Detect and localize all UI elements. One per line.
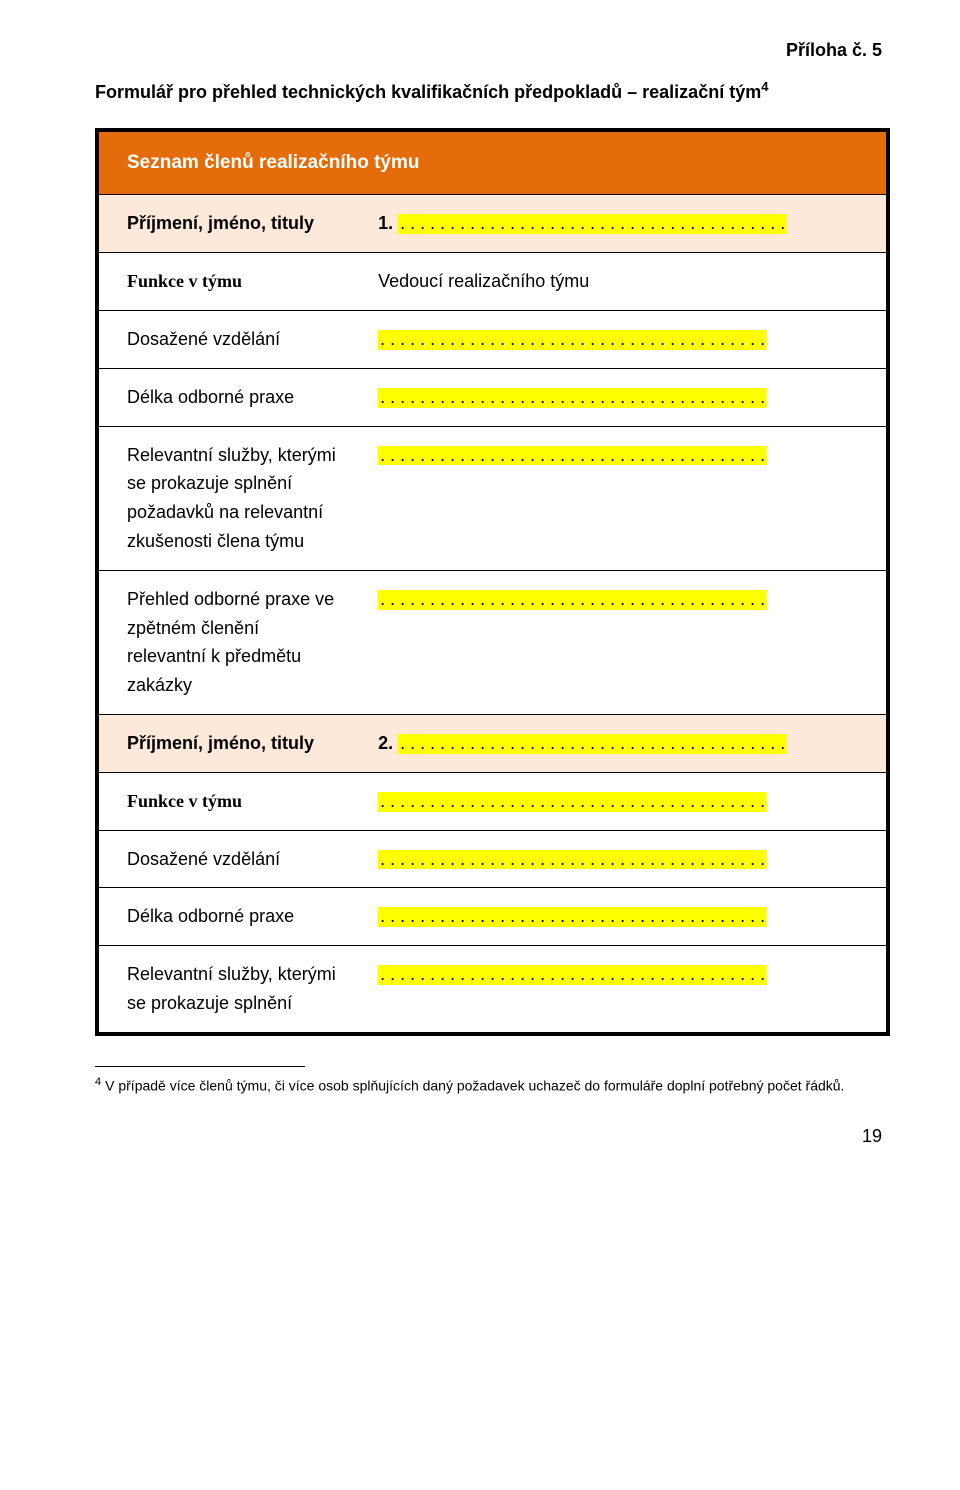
label-name-2: Příjmení, jméno, tituly [97, 714, 350, 772]
second-num: 2. [378, 733, 393, 753]
value-practice-overview-1: . . . . . . . . . . . . . . . . . . . . … [350, 570, 888, 714]
dots-practice-overview-1: . . . . . . . . . . . . . . . . . . . . … [378, 590, 767, 610]
dots-practice-len-2: . . . . . . . . . . . . . . . . . . . . … [378, 907, 767, 927]
form-title-sup: 4 [761, 79, 768, 94]
label-relevant-services-1: Relevantní služby, kterými se prokazuje … [97, 426, 350, 570]
dots-education-1: . . . . . . . . . . . . . . . . . . . . … [378, 330, 767, 350]
label-practice-overview-1: Přehled odborné praxe ve zpětném členění… [97, 570, 350, 714]
dots-relevant-services-2: . . . . . . . . . . . . . . . . . . . . … [378, 965, 767, 985]
dots-name-1: . . . . . . . . . . . . . . . . . . . . … [398, 214, 787, 234]
footnote-separator [95, 1066, 305, 1067]
value-relevant-services-2: . . . . . . . . . . . . . . . . . . . . … [350, 946, 888, 1034]
value-role-2: . . . . . . . . . . . . . . . . . . . . … [350, 772, 888, 830]
dots-relevant-services-1: . . . . . . . . . . . . . . . . . . . . … [378, 446, 767, 466]
table-header: Seznam členů realizačního týmu [97, 130, 888, 195]
lead-num: 1. [378, 213, 393, 233]
qualification-table: Seznam členů realizačního týmu Příjmení,… [95, 128, 890, 1036]
footnote: 4 V případě více členů týmu, či více osob… [95, 1073, 890, 1098]
footnote-text: V případě více členů týmu, či více osob … [105, 1077, 844, 1093]
footnote-num: 4 [95, 1076, 101, 1088]
dots-education-2: . . . . . . . . . . . . . . . . . . . . … [378, 850, 767, 870]
label-name-1: Příjmení, jméno, tituly [97, 195, 350, 253]
form-title-text: Formulář pro přehled technických kvalifi… [95, 82, 761, 102]
value-name-1: 1. . . . . . . . . . . . . . . . . . . .… [350, 195, 888, 253]
attachment-label: Příloha č. 5 [95, 40, 890, 61]
value-name-2: 2. . . . . . . . . . . . . . . . . . . .… [350, 714, 888, 772]
form-title: Formulář pro přehled technických kvalifi… [95, 79, 890, 103]
value-practice-len-2: . . . . . . . . . . . . . . . . . . . . … [350, 888, 888, 946]
label-relevant-services-2: Relevantní služby, kterými se prokazuje … [97, 946, 350, 1034]
value-education-1: . . . . . . . . . . . . . . . . . . . . … [350, 310, 888, 368]
dots-role-2: . . . . . . . . . . . . . . . . . . . . … [378, 792, 767, 812]
dots-name-2: . . . . . . . . . . . . . . . . . . . . … [398, 734, 787, 754]
label-practice-len-1: Délka odborné praxe [97, 368, 350, 426]
label-role-2: Funkce v týmu [97, 772, 350, 830]
dots-practice-len-1: . . . . . . . . . . . . . . . . . . . . … [378, 388, 767, 408]
label-education-1: Dosažené vzdělání [97, 310, 350, 368]
value-practice-len-1: . . . . . . . . . . . . . . . . . . . . … [350, 368, 888, 426]
value-education-2: . . . . . . . . . . . . . . . . . . . . … [350, 830, 888, 888]
value-relevant-services-1: . . . . . . . . . . . . . . . . . . . . … [350, 426, 888, 570]
label-practice-len-2: Délka odborné praxe [97, 888, 350, 946]
value-role-1: Vedoucí realizačního týmu [350, 253, 888, 311]
page-number: 19 [95, 1126, 890, 1147]
label-role-1: Funkce v týmu [97, 253, 350, 311]
label-education-2: Dosažené vzdělání [97, 830, 350, 888]
